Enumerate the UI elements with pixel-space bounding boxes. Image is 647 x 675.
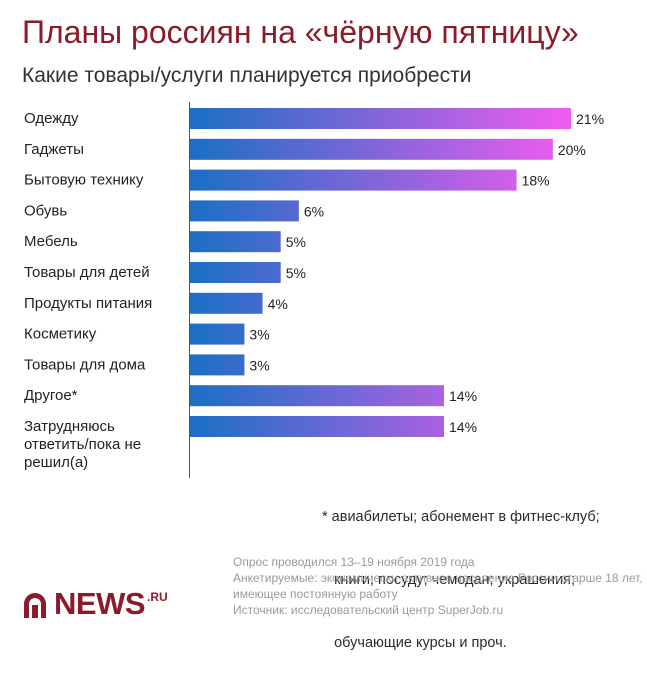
- value-label: 3%: [249, 327, 269, 343]
- chart-title: Планы россиян на «чёрную пятницу»: [22, 14, 579, 50]
- value-label: 5%: [286, 234, 306, 250]
- footnote-line: книги; посуду; чемодан; украшения;: [322, 572, 576, 588]
- bar: [190, 262, 281, 283]
- category-label: Обувь: [24, 202, 67, 219]
- value-label: 14%: [449, 419, 477, 435]
- bar: [190, 138, 553, 160]
- category-label: Бытовую технику: [24, 172, 144, 189]
- logo-suffix: .RU: [147, 590, 168, 604]
- survey-dates: Опрос проводился 13–19 ноября 2019 года: [233, 555, 475, 569]
- value-label: 18%: [522, 173, 550, 189]
- value-label: 5%: [286, 265, 306, 281]
- category-label: Одежду: [24, 110, 79, 127]
- survey-source: Источник: исследовательский центр SuperJ…: [233, 603, 504, 617]
- bar-chart: 21% Одежду 20% Гаджеты 18% Бытовую технику 6% О…: [24, 102, 604, 478]
- bar: [190, 385, 444, 407]
- bar: [190, 108, 571, 129]
- bar: [190, 416, 444, 437]
- value-label: 20%: [558, 142, 586, 158]
- category-label: Мебель: [24, 233, 78, 250]
- value-label: 14%: [449, 388, 477, 404]
- bar: [190, 169, 517, 191]
- bar: [190, 323, 245, 345]
- value-label: 21%: [576, 111, 604, 127]
- category-label: Другое*: [24, 387, 78, 404]
- value-label: 4%: [268, 296, 288, 312]
- footnote-line: обучающие курсы и проч.: [322, 635, 507, 651]
- chart-subtitle: Какие товары/услуги планируется приобрес…: [22, 64, 472, 87]
- bar: [190, 200, 299, 222]
- category-label: Продукты питания: [24, 295, 152, 312]
- bar: [190, 292, 263, 314]
- source-notes: Опрос проводился 13–19 ноября 2019 года …: [233, 554, 643, 618]
- category-label: Гаджеты: [24, 141, 84, 158]
- news-ru-logo: NEWS .RU: [22, 586, 168, 622]
- footnote-line: * авиабилеты; абонемент в фитнес-клуб;: [322, 509, 600, 525]
- logo-text: NEWS: [54, 586, 146, 621]
- category-label: Затрудняюсь ответить/пока не решил(а): [24, 418, 141, 471]
- survey-respondents: Анкетируемые: экономически активное насе…: [233, 571, 643, 585]
- bar: [190, 231, 281, 253]
- category-label: Товары для детей: [24, 264, 150, 281]
- bar: [190, 354, 245, 376]
- category-label: Косметику: [24, 326, 97, 343]
- news-ru-logo-icon: [24, 593, 46, 618]
- survey-respondents-cont: имеющее постоянную работу: [233, 587, 398, 601]
- value-label: 6%: [304, 203, 324, 219]
- value-label: 3%: [249, 357, 269, 373]
- category-label: Товары для дома: [24, 356, 146, 373]
